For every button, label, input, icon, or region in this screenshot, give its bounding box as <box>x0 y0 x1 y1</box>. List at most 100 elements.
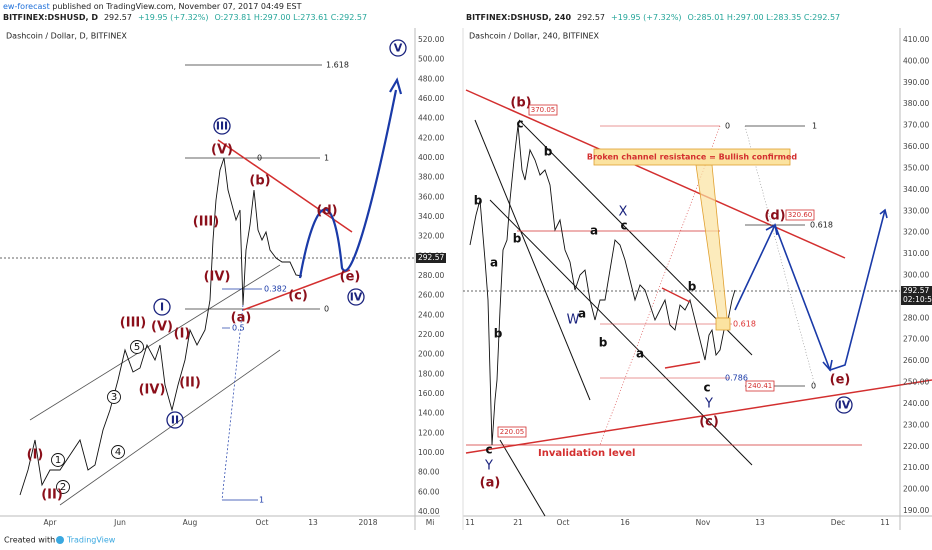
channel-line <box>474 119 591 401</box>
wave-circle <box>111 445 125 459</box>
price-axis-label: 500.00 <box>418 55 444 64</box>
wave-circle <box>51 453 65 467</box>
chart-legend: Dashcoin / Dollar, D, BITFINEX <box>6 32 127 41</box>
wave-label: 370.05 <box>531 106 556 114</box>
symbol-header: BITFINEX:DSHUSD, D 292.57 +19.95 (+7.32%) O… <box>3 13 367 22</box>
wave-circle <box>835 396 853 414</box>
time-axis-label: Aug <box>183 518 198 527</box>
wave-circle <box>166 411 184 429</box>
price-axis-label: 200.00 <box>418 350 444 359</box>
channel-line <box>499 439 546 517</box>
price-axis-label: 360.00 <box>903 142 929 151</box>
price-label-box <box>745 380 775 392</box>
time-axis-label: 11 <box>465 518 475 527</box>
wave-label: (a) <box>480 476 501 491</box>
wave-label: W <box>567 313 580 328</box>
header: ew-forecast published on TradingView.com… <box>3 2 302 11</box>
price-label-box <box>785 209 815 221</box>
footer: Created with TradingView <box>4 536 116 545</box>
panel: BITFINEX:DSHUSD, 240 292.57 +19.95 (+7.32%… <box>465 13 932 527</box>
wave-circle <box>347 288 365 306</box>
price-axis-label: 410.00 <box>903 35 929 44</box>
price-axis-label: 230.00 <box>903 420 929 429</box>
price-axis-label: 300.00 <box>903 271 929 280</box>
wave-label: (IV) <box>204 270 231 285</box>
price-axis-label: 280.00 <box>418 271 444 280</box>
wave-circle <box>130 340 144 354</box>
wave-label: Invalidation level <box>538 448 636 459</box>
publisher: ew-forecast <box>3 2 50 11</box>
price-axis-label: 260.00 <box>903 356 929 365</box>
wave-label: IV <box>350 291 363 304</box>
price-label-box <box>497 426 527 438</box>
time-axis-label: Jun <box>113 518 126 527</box>
price-tag-label: 02:10:53 <box>903 295 932 304</box>
price-axis-label: 180.00 <box>418 369 444 378</box>
wave-label: (d) <box>764 209 785 224</box>
price-axis-label: 330.00 <box>903 206 929 215</box>
wave-label: II <box>171 414 179 427</box>
wave-label: c <box>516 117 523 131</box>
price-tag <box>901 295 932 305</box>
time-axis-label: 11 <box>880 518 890 527</box>
price-axis-label: 270.00 <box>903 335 929 344</box>
wave-label: (IV) <box>139 383 166 398</box>
wave-circle <box>213 117 231 135</box>
price-axis-label: 350.00 <box>903 163 929 172</box>
price-axis-label: 440.00 <box>418 114 444 123</box>
wave-label: Y <box>484 459 493 474</box>
note-box <box>593 148 791 166</box>
wave-label: 0.5 <box>232 324 245 333</box>
price-axis-label: 160.00 <box>418 389 444 398</box>
arrow-head <box>389 77 403 95</box>
price-change: +19.95 (+7.32%) <box>138 13 209 22</box>
time-axis-label: Oct <box>256 518 269 527</box>
wave-label: (e) <box>830 373 851 388</box>
wave-label: (I) <box>27 448 44 463</box>
wave-label: 1 <box>55 455 61 466</box>
wave-label: 0.786 <box>725 374 748 383</box>
wave-label: 4 <box>115 447 121 458</box>
wave-label: a <box>636 347 644 361</box>
price-change: +19.95 (+7.32%) <box>611 13 682 22</box>
price-tag-label: 292.57 <box>903 286 929 295</box>
wave-label: c <box>620 219 627 233</box>
wave-label: c <box>703 381 710 395</box>
price-axis-label: 240.00 <box>418 310 444 319</box>
wave-label: (V) <box>151 320 173 335</box>
wave-label: 320.60 <box>788 211 813 219</box>
price-axis-label: 390.00 <box>903 78 929 87</box>
price-axis-label: 60.00 <box>418 487 440 496</box>
time-axis-label: 13 <box>755 518 765 527</box>
price-axis-label: 250.00 <box>903 378 929 387</box>
wave-label: 3 <box>111 392 117 403</box>
price-axis-label: 240.00 <box>903 399 929 408</box>
wave-label: V <box>394 42 403 55</box>
time-axis-label: 2018 <box>358 518 377 527</box>
price-tag <box>901 286 932 296</box>
projection-path <box>298 89 398 279</box>
time-axis-label: Apr <box>44 518 58 527</box>
price-axis-label: 260.00 <box>418 291 444 300</box>
last-price: 292.57 <box>104 13 132 22</box>
time-axis-label: Dec <box>831 518 846 527</box>
wave-label: c <box>485 443 492 457</box>
wave-circle <box>56 480 70 494</box>
triangle-line <box>217 139 353 233</box>
wave-label: b <box>599 336 608 350</box>
wave-label: 1.618 <box>326 61 349 70</box>
channel-line <box>29 264 281 421</box>
price-axis-label: 400.00 <box>418 153 444 162</box>
price-axis-label: 210.00 <box>903 463 929 472</box>
wave-label: 2 <box>60 482 66 493</box>
price-axis-label: 380.00 <box>418 173 444 182</box>
wave-label: (d) <box>316 204 337 219</box>
price-axis-label: 340.00 <box>903 185 929 194</box>
wave-label: Y <box>704 397 713 412</box>
price-axis-label: 220.00 <box>903 442 929 451</box>
wave-label: (III) <box>120 316 146 331</box>
ohlc: O:273.81 H:297.00 L:273.61 C:292.57 <box>214 13 367 22</box>
wave-label: X <box>619 205 628 220</box>
triangle-line <box>242 269 351 311</box>
wave-label: (II) <box>179 376 201 391</box>
